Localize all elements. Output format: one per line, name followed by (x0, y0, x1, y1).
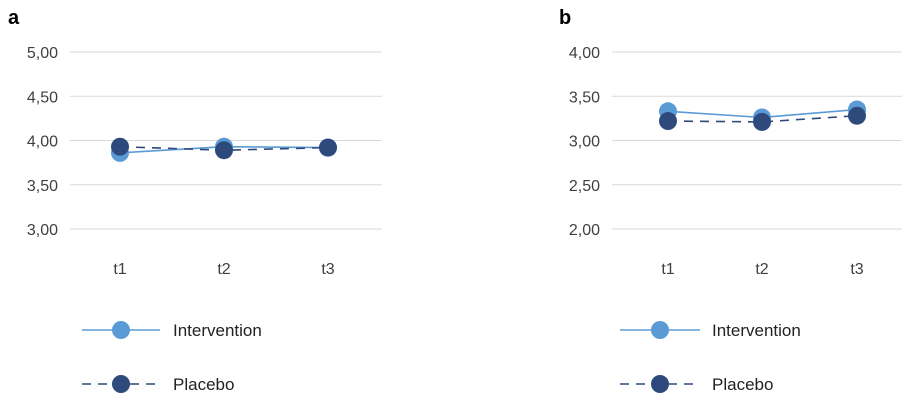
x-tick-label: t1 (113, 261, 126, 278)
y-tick-label: 3,50 (569, 89, 600, 106)
legend-label-intervention: Intervention (173, 321, 262, 340)
chart-panel-b: b 2,00 2,50 3,00 3,50 4,00 t1 t2 t3 Intervention P… (559, 7, 902, 394)
y-tick-label: 3,50 (27, 178, 58, 195)
legend-marker-intervention (651, 321, 669, 339)
y-tick-label: 2,50 (569, 178, 600, 195)
legend-label-placebo: Placebo (712, 375, 773, 394)
y-tick-label: 3,00 (569, 134, 600, 151)
panel-label: a (8, 7, 20, 29)
data-point-placebo-t1 (659, 112, 677, 131)
y-tick-label: 4,00 (569, 45, 600, 62)
y-tick-label: 4,50 (27, 89, 58, 106)
data-point-placebo-t2 (753, 112, 771, 131)
data-point-placebo-t1 (111, 137, 129, 156)
data-point-placebo-t2 (215, 141, 233, 160)
data-point-placebo-t3 (848, 106, 866, 125)
legend-marker-placebo (112, 375, 130, 393)
x-tick-label: t1 (661, 261, 674, 278)
panel-label: b (559, 7, 571, 29)
x-tick-label: t2 (755, 261, 768, 278)
y-tick-label: 3,00 (27, 222, 58, 239)
data-point-placebo-t3 (319, 138, 337, 157)
legend-label-intervention: Intervention (712, 321, 801, 340)
chart-panel-a: a 3,00 3,50 4,00 4,50 5,00 t1 t2 t3 Intervention P… (8, 7, 382, 394)
y-tick-label: 2,00 (569, 222, 600, 239)
x-tick-label: t2 (217, 261, 230, 278)
x-tick-label: t3 (850, 261, 863, 278)
x-tick-label: t3 (321, 261, 334, 278)
y-tick-label: 5,00 (27, 45, 58, 62)
legend-marker-intervention (112, 321, 130, 339)
legend-label-placebo: Placebo (173, 375, 234, 394)
legend-marker-placebo (651, 375, 669, 393)
y-tick-label: 4,00 (27, 134, 58, 151)
